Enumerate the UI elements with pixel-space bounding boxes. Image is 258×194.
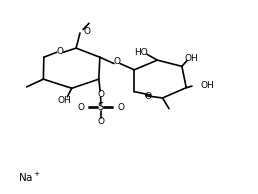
Text: Na$^+$: Na$^+$ bbox=[18, 171, 41, 184]
Text: O: O bbox=[57, 47, 63, 56]
Text: S: S bbox=[98, 102, 104, 112]
Text: O: O bbox=[97, 117, 104, 126]
Text: HO: HO bbox=[134, 48, 148, 57]
Text: OH: OH bbox=[184, 54, 198, 63]
Text: O: O bbox=[118, 103, 125, 112]
Text: OH: OH bbox=[200, 81, 214, 90]
Text: O: O bbox=[97, 90, 104, 99]
Text: O: O bbox=[145, 92, 152, 101]
Text: O: O bbox=[83, 27, 90, 36]
Text: OH: OH bbox=[57, 96, 71, 105]
Text: O: O bbox=[77, 103, 84, 112]
Text: O: O bbox=[114, 57, 120, 67]
